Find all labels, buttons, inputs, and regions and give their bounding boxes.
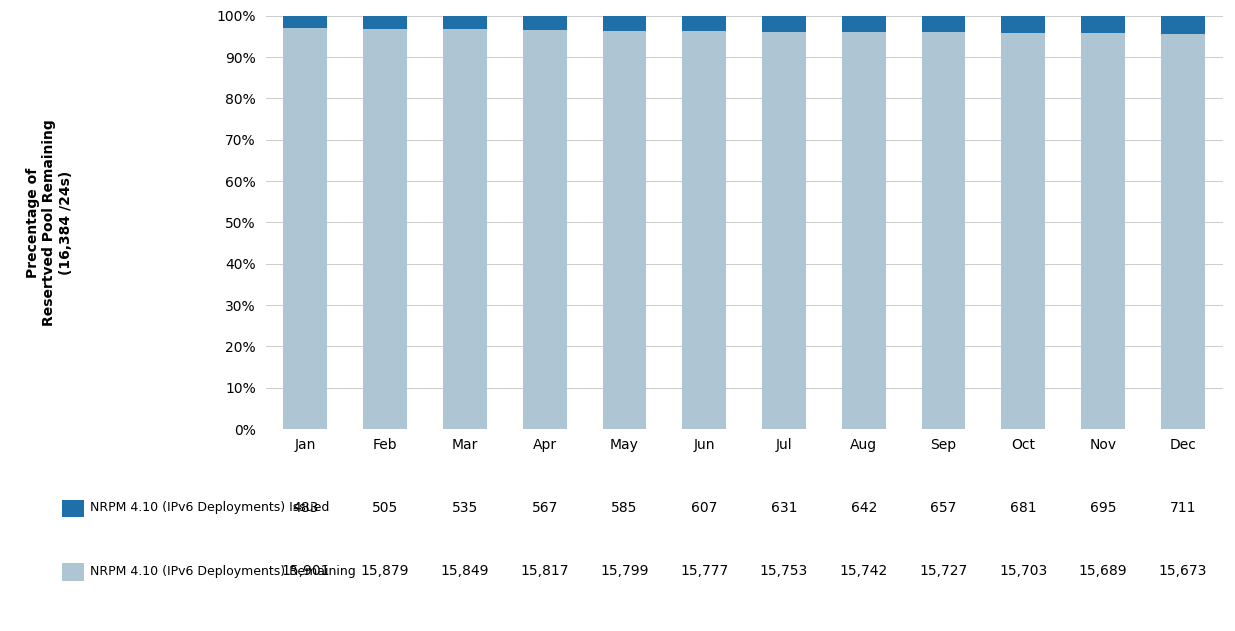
Text: 15,727: 15,727 [919, 564, 967, 578]
Text: 15,817: 15,817 [520, 564, 569, 578]
Bar [1002, 33, 1045, 429]
Text: Jun: Jun [694, 438, 715, 452]
Bar [1002, 16, 1045, 33]
Text: 585: 585 [611, 501, 637, 515]
Bar [921, 16, 966, 32]
Bar [762, 32, 806, 429]
Text: 15,703: 15,703 [999, 564, 1047, 578]
Text: Jul: Jul [776, 438, 793, 452]
Text: 15,879: 15,879 [361, 564, 410, 578]
Text: Feb: Feb [373, 438, 398, 452]
Bar [1161, 16, 1204, 33]
Text: 505: 505 [372, 501, 399, 515]
Text: 631: 631 [771, 501, 798, 515]
Text: Sep: Sep [930, 438, 957, 452]
Bar [363, 28, 408, 429]
Text: Nov: Nov [1089, 438, 1116, 452]
Bar [1081, 33, 1125, 429]
Text: Jan: Jan [295, 438, 316, 452]
Bar [284, 16, 327, 28]
Text: NRPM 4.10 (IPv6 Deployments) Issued: NRPM 4.10 (IPv6 Deployments) Issued [90, 502, 330, 514]
Bar [1161, 33, 1204, 429]
Text: 535: 535 [452, 501, 478, 515]
Text: 607: 607 [692, 501, 718, 515]
Bar [443, 16, 487, 29]
Text: Dec: Dec [1170, 438, 1197, 452]
Text: 15,753: 15,753 [760, 564, 808, 578]
Text: 711: 711 [1170, 501, 1195, 515]
Text: 642: 642 [851, 501, 877, 515]
Text: 15,777: 15,777 [680, 564, 729, 578]
Bar [842, 32, 885, 429]
Text: 657: 657 [930, 501, 957, 515]
Text: 15,742: 15,742 [840, 564, 888, 578]
Bar [284, 28, 327, 429]
Text: May: May [610, 438, 638, 452]
Bar [762, 16, 806, 32]
Bar [682, 31, 726, 429]
Bar [1081, 16, 1125, 33]
Bar [603, 16, 646, 30]
Text: Precentage of
Resertved Pool Remaining
(16,384 /24s): Precentage of Resertved Pool Remaining (… [26, 119, 73, 326]
Text: 15,849: 15,849 [441, 564, 489, 578]
Bar [522, 30, 567, 429]
Text: 483: 483 [293, 501, 319, 515]
Bar [443, 29, 487, 429]
Bar [682, 16, 726, 31]
Text: 15,689: 15,689 [1078, 564, 1128, 578]
Text: NRPM 4.10 (IPv6 Deployments) Remaining: NRPM 4.10 (IPv6 Deployments) Remaining [90, 565, 356, 577]
Bar [603, 30, 646, 429]
Text: Oct: Oct [1011, 438, 1035, 452]
Text: 567: 567 [531, 501, 558, 515]
Bar [522, 16, 567, 30]
Text: 15,799: 15,799 [600, 564, 648, 578]
Bar [842, 16, 885, 32]
Text: 15,901: 15,901 [282, 564, 330, 578]
Text: 15,673: 15,673 [1158, 564, 1207, 578]
Bar [363, 16, 408, 28]
Text: Aug: Aug [850, 438, 877, 452]
Text: Mar: Mar [452, 438, 478, 452]
Text: 695: 695 [1089, 501, 1116, 515]
Bar [921, 32, 966, 429]
Text: Apr: Apr [532, 438, 557, 452]
Text: 681: 681 [1010, 501, 1036, 515]
